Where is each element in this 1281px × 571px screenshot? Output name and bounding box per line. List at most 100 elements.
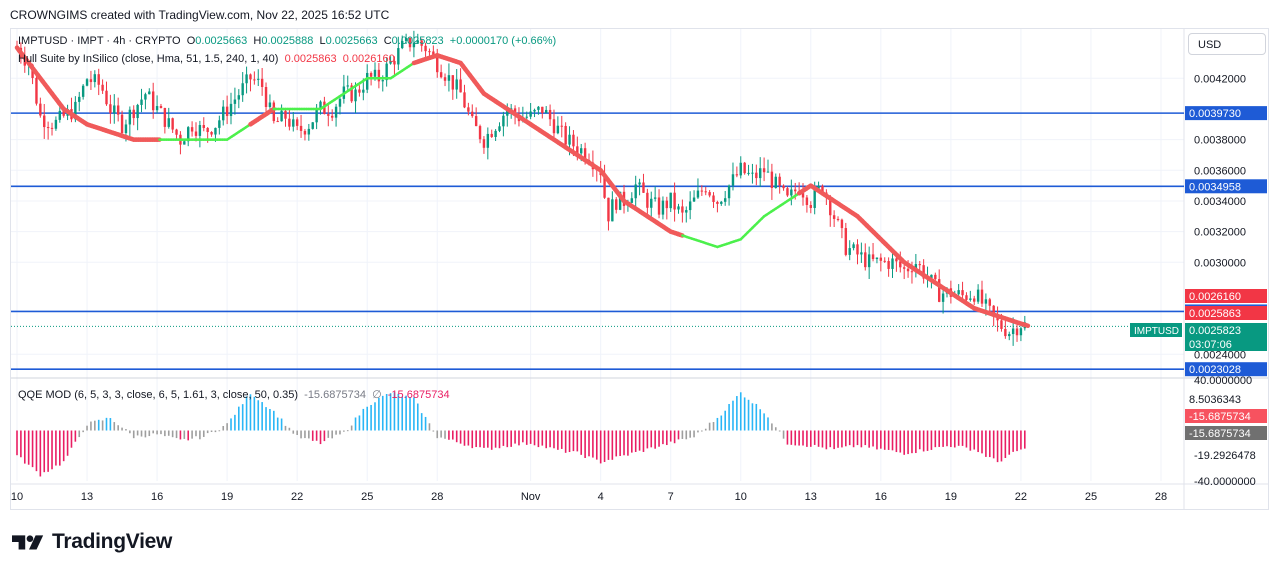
qqe-histogram-bar — [666, 430, 668, 446]
qqe-histogram-bar — [973, 430, 976, 450]
candle-body — [576, 146, 579, 154]
candle-body — [264, 87, 268, 108]
candle-body — [1015, 328, 1019, 336]
hull-legend[interactable]: Hull Suite by InSilico (close, Hma, 51, … — [18, 53, 395, 65]
qqe-histogram-bar — [463, 430, 466, 446]
qqe-histogram-bar — [346, 430, 349, 432]
candle-body — [751, 172, 754, 174]
candle-body — [685, 210, 688, 213]
candle-body — [253, 79, 256, 81]
candle-body — [54, 119, 58, 129]
candle-body — [447, 75, 451, 81]
brand-name: TradingView — [52, 530, 173, 553]
qqe-histogram-bar — [716, 417, 719, 431]
candle-body — [677, 206, 680, 210]
hull-price-label-bg — [1185, 289, 1267, 303]
qqe-histogram-bar — [206, 430, 209, 434]
qqe-histogram-bar — [502, 430, 505, 446]
qqe-histogram-bar — [1008, 430, 1011, 455]
candle-body — [373, 69, 377, 77]
candle-body — [459, 79, 462, 93]
candle-body — [369, 72, 373, 77]
qqe-histogram-bar — [288, 427, 291, 431]
qqe-histogram-bar — [55, 430, 57, 466]
candle-body — [163, 108, 167, 127]
time-tick-label: 13 — [81, 491, 93, 503]
candle-body — [471, 111, 474, 117]
candle-body — [46, 127, 50, 129]
tradingview-logo[interactable]: TradingView — [12, 530, 172, 554]
qqe-histogram-bar — [432, 430, 435, 432]
qqe-price-label: -15.6875734 — [1189, 411, 1251, 423]
chart-caption: CROWNGIMS created with TradingView.com, … — [10, 8, 390, 22]
qqe-histogram-bar — [59, 430, 61, 466]
candle-body — [140, 99, 143, 105]
qqe-histogram-bar — [164, 430, 166, 437]
qqe-histogram-bar — [101, 420, 104, 431]
candle-body — [260, 78, 264, 88]
candle-body — [377, 69, 381, 82]
candle-body — [365, 72, 369, 90]
candle-body — [887, 261, 890, 269]
price-tick-label: 0.0038000 — [1194, 135, 1246, 147]
qqe-histogram-bar — [708, 422, 711, 431]
qqe-histogram-bar — [35, 430, 38, 472]
qqe-histogram-bar — [950, 430, 952, 448]
qqe-histogram-bar — [957, 430, 960, 446]
qqe-histogram-bar — [308, 430, 310, 439]
qqe-histogram-bar — [245, 396, 248, 431]
candle-body — [362, 89, 365, 93]
qqe-histogram-bar — [938, 430, 941, 447]
qqe-histogram-bar — [132, 430, 135, 439]
candle-body — [132, 109, 135, 119]
candle-body — [848, 248, 851, 255]
candle-body — [832, 215, 836, 219]
candle-body — [957, 290, 960, 295]
qqe-histogram-bar — [697, 430, 699, 433]
candle-body — [973, 298, 976, 302]
candle-body — [809, 205, 813, 208]
qqe-histogram-bar — [234, 414, 236, 431]
qqe-histogram-bar — [553, 430, 555, 449]
qqe-histogram-bar — [16, 430, 18, 456]
qqe-histogram-bar — [592, 430, 594, 458]
candle-body — [315, 109, 318, 123]
currency-button[interactable]: USD — [1188, 33, 1266, 55]
qqe-histogram-bar — [452, 430, 454, 440]
candle-body — [572, 134, 575, 147]
candle-body — [401, 40, 404, 49]
qqe-histogram-bar — [763, 413, 765, 431]
qqe-histogram-bar — [576, 430, 579, 452]
qqe-histogram-bar — [809, 430, 812, 447]
qqe-histogram-bar — [992, 430, 995, 459]
qqe-histogram-bar — [490, 430, 493, 450]
candle-body — [35, 77, 38, 104]
symbol-legend[interactable]: IMPTUSD · IMPT · 4h · CRYPTO O0.0025663 … — [18, 35, 556, 47]
qqe-histogram-bar — [335, 430, 337, 435]
qqe-histogram-bar — [522, 430, 524, 443]
hull-value-1: 0.0025863 — [284, 53, 337, 65]
candle-body — [941, 293, 945, 302]
candle-body — [875, 257, 879, 260]
qqe-histogram-bar — [129, 430, 131, 434]
qqe-histogram-bar — [572, 430, 575, 452]
qqe-histogram-bar — [549, 430, 551, 448]
qqe-histogram-bar — [868, 430, 870, 448]
qqe-histogram-bar — [623, 430, 625, 456]
candle-body — [408, 37, 412, 48]
candle-body — [615, 199, 618, 210]
qqe-histogram-bar — [78, 430, 81, 438]
candle-body — [257, 78, 260, 80]
qqe-histogram-bar — [833, 430, 835, 450]
qqe-histogram-bar — [179, 430, 182, 440]
qqe-histogram-bar — [397, 393, 400, 431]
time-tick-label: 16 — [875, 491, 887, 503]
qqe-histogram-bar — [918, 430, 921, 450]
candle-body — [821, 185, 824, 193]
qqe-legend[interactable]: QQE MOD (6, 5, 3, 3, close, 6, 5, 1.61, … — [18, 388, 450, 401]
qqe-histogram-bar — [202, 430, 205, 437]
qqe-histogram-bar — [385, 393, 388, 431]
time-tick-label: 4 — [598, 491, 604, 503]
candle-body — [218, 120, 221, 128]
